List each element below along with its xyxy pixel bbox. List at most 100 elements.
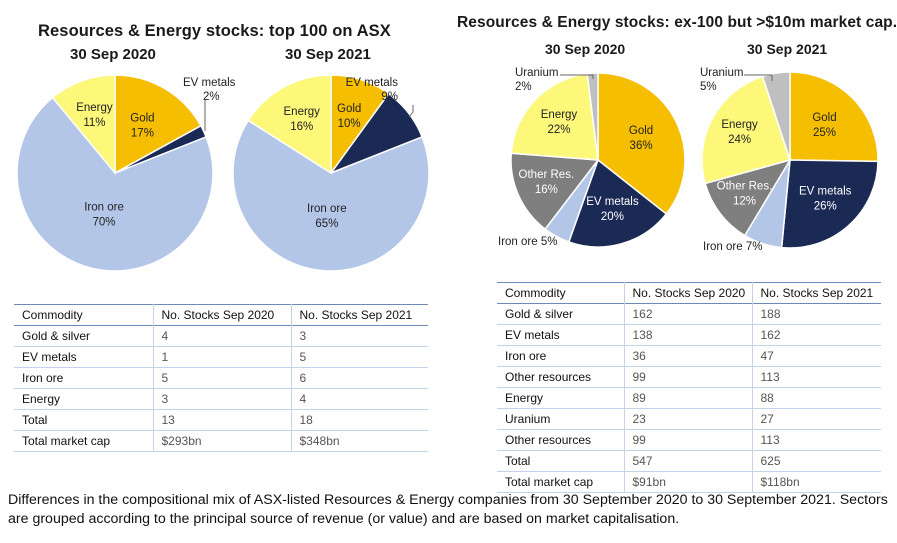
commodity-cell: Uranium	[505, 412, 551, 426]
value-cell: 36	[623, 345, 752, 367]
value-cell: 18	[290, 409, 428, 431]
table-row: Gold & silver 4 3	[14, 325, 428, 347]
column-header: No. Stocks Sep 2020	[623, 282, 752, 304]
value-cell: 625	[751, 450, 881, 472]
slice-value-other-res: 12%	[733, 196, 756, 208]
value-cell: 88	[751, 387, 881, 409]
commodity-cell: Iron ore	[505, 349, 547, 363]
column-header: No. Stocks Sep 2021	[290, 304, 428, 326]
pie-slice-other-res	[510, 152, 600, 231]
left-date-2020: 30 Sep 2020	[70, 46, 156, 63]
slice-name-gold: Gold	[629, 125, 653, 137]
slice-name-gold: Gold	[130, 113, 154, 125]
value-cell: $293bn	[152, 430, 291, 452]
slice-value-uranium: 5%	[700, 81, 717, 93]
slice-label-iron-ore: Iron ore 5%	[498, 236, 557, 248]
table-header-row: Commodity No. Stocks Sep 2020 No. Stocks S…	[497, 282, 881, 304]
pie-slice-energy	[701, 75, 791, 185]
commodity-cell: Total	[505, 454, 531, 468]
commodity-cell: Energy	[505, 391, 544, 405]
commodity-cell: Total market cap	[22, 434, 111, 448]
value-cell: 27	[751, 408, 881, 430]
slice-value-energy: 11%	[83, 117, 105, 129]
value-cell: 188	[751, 303, 881, 325]
value-cell: $348bn	[290, 430, 428, 452]
right-panel-title: Resources & Energy stocks: ex-100 but >$…	[457, 14, 897, 31]
value-cell: 23	[623, 408, 752, 430]
slice-label-iron-ore: Iron ore 7%	[703, 241, 762, 253]
leader-line	[744, 74, 773, 81]
value-cell: 162	[751, 324, 881, 346]
right-date-2020: 30 Sep 2020	[545, 41, 626, 57]
value-cell: 5	[290, 346, 428, 368]
table-row: Energy 3 4	[14, 388, 428, 410]
slice-name-gold: Gold	[812, 112, 836, 124]
value-cell: 547	[623, 450, 752, 472]
pie-slice-energy	[51, 74, 116, 176]
column-header: Commodity	[505, 286, 566, 300]
table-row: EV metals 138 162	[497, 324, 881, 346]
value-cell: 162	[623, 303, 752, 325]
right-date-2021: 30 Sep 2021	[747, 41, 828, 57]
slice-name-uranium: Uranium	[700, 67, 743, 79]
slice-value-gold: 36%	[630, 140, 653, 152]
value-cell: 3	[290, 325, 428, 347]
slice-name-gold: Gold	[337, 103, 361, 115]
slice-value-gold: 17%	[131, 128, 154, 140]
value-cell: 138	[623, 324, 752, 346]
commodity-cell: Total	[22, 413, 48, 427]
slice-value-energy: 16%	[290, 121, 313, 133]
pie-slice-iron-ore	[232, 119, 430, 272]
value-cell: 89	[623, 387, 752, 409]
pie-slice-gold	[597, 72, 686, 215]
slice-value-ev-metals: 2%	[203, 91, 220, 103]
leader-line	[560, 74, 594, 79]
slice-value-gold: 10%	[338, 118, 361, 130]
table-row: Gold & silver 162 188	[497, 303, 881, 325]
commodity-cell: Gold & silver	[505, 307, 574, 321]
column-header: No. Stocks Sep 2021	[751, 282, 881, 304]
value-cell: 99	[623, 429, 752, 451]
slice-value-uranium: 2%	[515, 81, 532, 93]
value-cell: 1	[152, 346, 291, 368]
table-row: Total market cap $91bn $118bn	[497, 471, 881, 493]
slice-value-energy: 22%	[547, 124, 570, 136]
pie-slice-uranium	[586, 72, 599, 161]
commodity-cell: Other resources	[505, 370, 592, 384]
slice-name-energy: Energy	[721, 119, 758, 131]
table-row: Total market cap $293bn $348bn	[14, 430, 428, 452]
value-cell: 113	[751, 366, 881, 388]
slice-name-ev-metals: EV metals	[183, 77, 236, 89]
value-cell: 4	[290, 388, 428, 410]
commodity-cell: EV metals	[22, 350, 77, 364]
value-cell: 13	[152, 409, 291, 431]
slice-name-ev-metals: EV metals	[346, 77, 399, 89]
right-stocks-table: Commodity No. Stocks Sep 2020 No. Stocks S…	[497, 282, 881, 493]
slice-name-energy: Energy	[541, 109, 578, 121]
value-cell: 47	[751, 345, 881, 367]
table-header-row: Commodity No. Stocks Sep 2020 No. Stocks S…	[14, 304, 428, 326]
slice-value-other-res: 16%	[535, 184, 558, 196]
pie-slice-uranium	[761, 71, 791, 161]
table-row: Total 13 18	[14, 409, 428, 431]
pie-slice-ev-metals	[567, 158, 668, 248]
left-panel-title: Resources & Energy stocks: top 100 on AS…	[38, 22, 391, 40]
value-cell: 5	[152, 367, 291, 389]
value-cell: 113	[751, 429, 881, 451]
pie-slice-energy	[247, 74, 332, 175]
column-header: Commodity	[22, 308, 83, 322]
slice-value-ev-metals: 26%	[814, 200, 837, 212]
table-row: Total 547 625	[497, 450, 881, 472]
slice-name-ev-metals: EV metals	[799, 185, 852, 197]
slice-name-energy: Energy	[284, 106, 321, 118]
slice-name-uranium: Uranium	[515, 67, 558, 79]
pie-slice-ev-metals	[780, 159, 879, 249]
commodity-cell: EV metals	[505, 328, 560, 342]
left-stocks-table: Commodity No. Stocks Sep 2020 No. Stocks S…	[14, 304, 428, 452]
pie-slice-gold	[114, 74, 202, 175]
commodity-cell: Other resources	[505, 433, 592, 447]
value-cell: 6	[290, 367, 428, 389]
